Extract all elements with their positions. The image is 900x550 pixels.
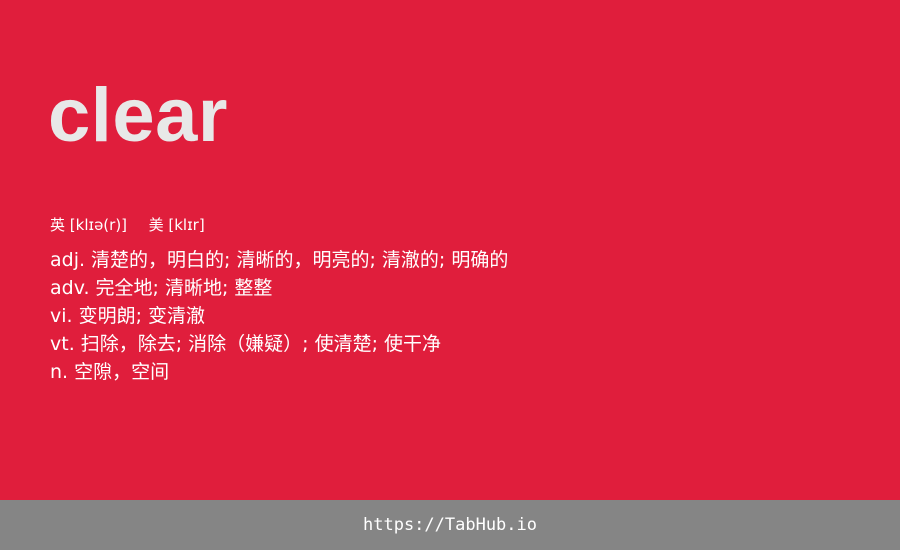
definition-text: 完全地; 清晰地; 整整	[95, 277, 273, 299]
definition-adv: adv. 完全地; 清晰地; 整整	[50, 274, 508, 302]
definition-vt: vt. 扫除，除去; 消除（嫌疑）; 使清楚; 使干净	[50, 330, 508, 358]
uk-label: 英	[50, 216, 66, 234]
footer-bar: https://TabHub.io	[0, 500, 900, 550]
part-of-speech: vt.	[50, 333, 75, 355]
us-ipa: [klɪr]	[168, 216, 205, 234]
headword: clear	[48, 73, 228, 158]
definition-adj: adj. 清楚的，明白的; 清晰的，明亮的; 清澈的; 明确的	[50, 246, 508, 274]
pronunciation-row: 英 [klɪə(r)] 美 [klɪr]	[50, 214, 205, 235]
definition-text: 空隙，空间	[74, 361, 170, 383]
dictionary-card: clear 英 [klɪə(r)] 美 [klɪr] adj. 清楚的，明白的; …	[48, 73, 509, 386]
uk-ipa: [klɪə(r)]	[69, 216, 128, 234]
definition-text: 变明朗; 变清澈	[78, 305, 206, 327]
part-of-speech: adj.	[50, 249, 86, 271]
part-of-speech: n.	[50, 361, 69, 383]
us-label: 美	[148, 216, 164, 234]
definition-text: 扫除，除去; 消除（嫌疑）; 使清楚; 使干净	[80, 333, 442, 355]
definition-vi: vi. 变明朗; 变清澈	[50, 302, 508, 330]
part-of-speech: vi.	[50, 305, 73, 327]
definitions-list: adj. 清楚的，明白的; 清晰的，明亮的; 清澈的; 明确的 adv. 完全地; …	[50, 246, 508, 386]
tabhub-link[interactable]: https://TabHub.io	[363, 515, 537, 535]
definition-n: n. 空隙，空间	[50, 358, 508, 386]
part-of-speech: adv.	[50, 277, 90, 299]
definition-text: 清楚的，明白的; 清晰的，明亮的; 清澈的; 明确的	[91, 249, 509, 271]
